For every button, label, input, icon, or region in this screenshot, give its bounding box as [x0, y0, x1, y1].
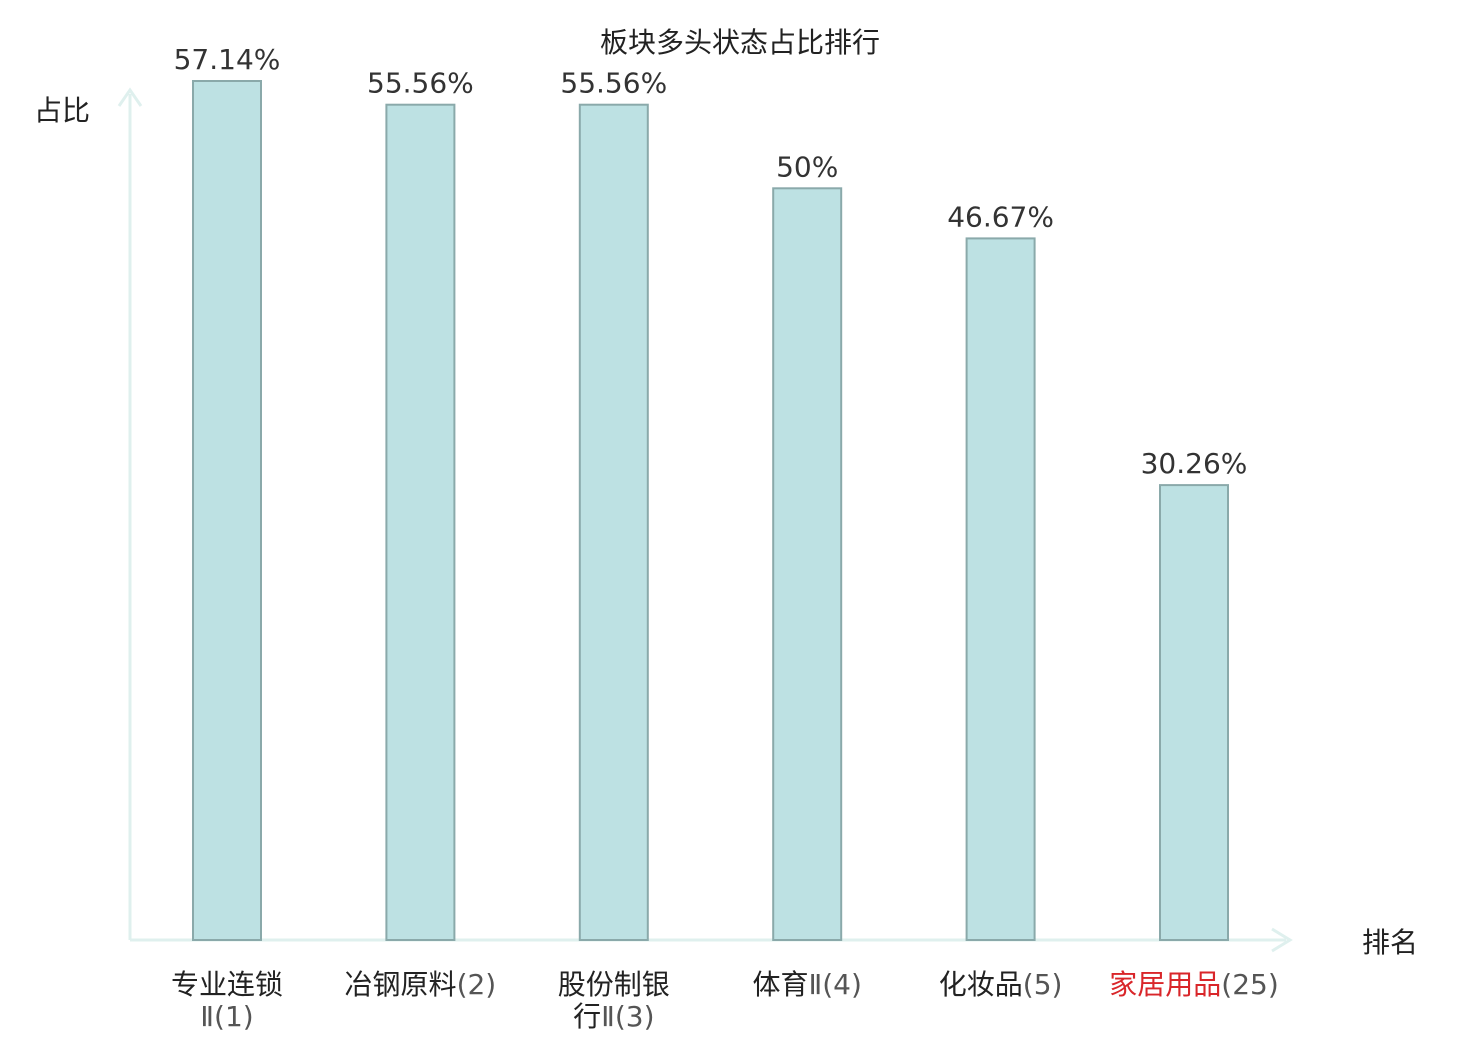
- bar-2: [385, 103, 456, 941]
- bar-4: [772, 187, 843, 942]
- data-label-2: 55.56%: [367, 67, 474, 100]
- data-label-1: 57.14%: [174, 43, 281, 76]
- y-axis-arrow-icon: [117, 87, 143, 107]
- chart-title: 板块多头状态占比排行: [600, 26, 880, 59]
- data-label-6: 30.26%: [1141, 447, 1248, 480]
- y-axis-label: 占比: [34, 94, 90, 127]
- bar-1: [192, 80, 262, 941]
- category-labels: 专业连锁 Ⅱ(1) 冶钢原料(2) 股份制银行Ⅱ(3) 体育Ⅱ(4) 化妆品(5) 家居用品…: [171, 968, 1279, 1033]
- bar-5: [965, 237, 1036, 941]
- x-axis-label: 排名: [1362, 926, 1418, 959]
- bar-6: [1159, 484, 1229, 941]
- category-label-2: 冶钢原料(2): [345, 968, 497, 1001]
- x-axis-arrow-icon: [1271, 927, 1293, 953]
- category-label-5: 化妆品(5): [939, 968, 1063, 1001]
- axes: [117, 87, 1293, 953]
- bars: [192, 80, 1229, 942]
- data-label-5: 46.67%: [947, 200, 1054, 233]
- data-label-4: 50%: [776, 150, 838, 183]
- bar-3: [578, 103, 649, 941]
- category-label-4: 体育Ⅱ(4): [752, 968, 861, 1001]
- data-label-3: 55.56%: [560, 67, 667, 100]
- category-label-6: 家居用品(25): [1109, 968, 1279, 1001]
- category-label-1: 专业连锁 Ⅱ(1): [171, 968, 283, 1033]
- value-labels: 57.14% 55.56% 55.56% 50% 46.67% 30.26%: [174, 43, 1248, 480]
- category-label-3: 股份制银行Ⅱ(3): [558, 968, 670, 1033]
